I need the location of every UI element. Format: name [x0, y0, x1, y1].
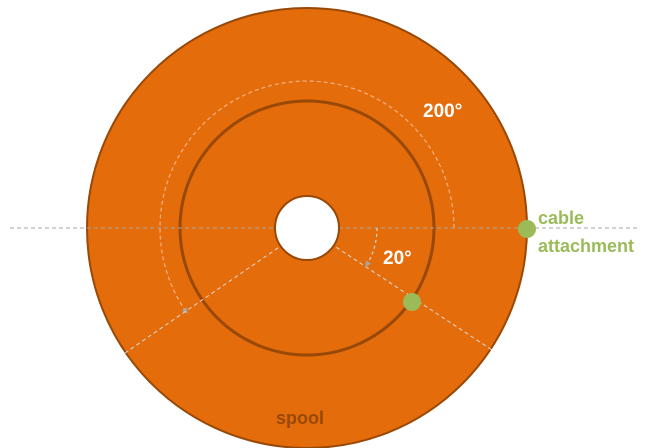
outer-angle-arc	[159, 80, 455, 314]
cable-attachment-point	[518, 220, 536, 238]
inner-angle-label: 20°	[383, 248, 412, 269]
cable-label-line2: attachment	[538, 236, 634, 256]
radial-guide-line-left	[124, 227, 308, 354]
inner-angle-arc	[365, 227, 378, 268]
spool-label: spool	[276, 408, 324, 428]
inner-ring-point	[403, 293, 421, 311]
cable-label-line1: cable	[538, 208, 584, 228]
outer-angle-label: 200°	[423, 101, 462, 122]
spool-center-hole	[274, 195, 340, 261]
radial-guide-line-right	[306, 227, 496, 353]
